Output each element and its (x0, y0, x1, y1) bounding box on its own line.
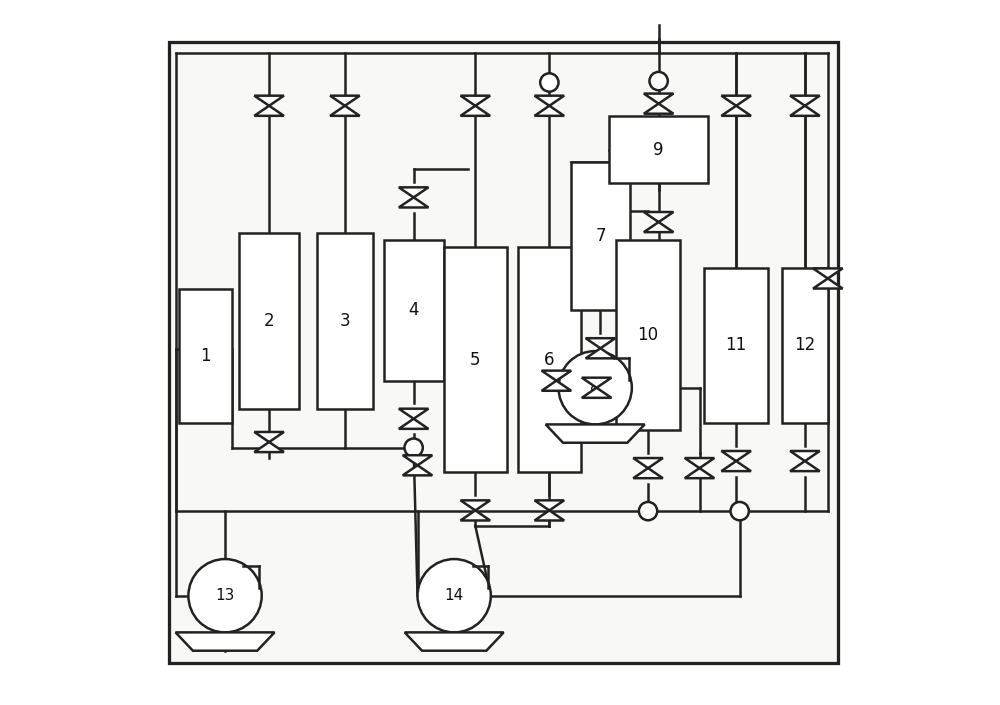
Text: 6: 6 (544, 350, 555, 369)
Polygon shape (790, 106, 820, 116)
Polygon shape (399, 409, 428, 419)
Text: 10: 10 (637, 326, 659, 344)
Polygon shape (403, 455, 432, 465)
Polygon shape (644, 222, 673, 232)
Bar (317, 233, 373, 409)
Bar (444, 247, 507, 472)
Bar (782, 268, 828, 423)
Text: 13: 13 (215, 588, 235, 603)
Circle shape (559, 351, 632, 424)
Text: 14: 14 (445, 588, 464, 603)
Polygon shape (254, 432, 284, 442)
Bar (169, 42, 838, 663)
Text: 7: 7 (595, 227, 606, 245)
Text: 9: 9 (653, 141, 664, 159)
Polygon shape (721, 106, 751, 116)
Polygon shape (644, 94, 673, 104)
Polygon shape (582, 388, 611, 398)
Polygon shape (790, 461, 820, 471)
Text: 5: 5 (470, 350, 481, 369)
Bar (384, 240, 444, 381)
Polygon shape (586, 348, 615, 358)
Polygon shape (535, 96, 564, 106)
Polygon shape (330, 96, 360, 106)
Polygon shape (685, 458, 714, 468)
Polygon shape (644, 104, 673, 114)
Bar (609, 116, 708, 183)
Text: 3: 3 (340, 312, 350, 330)
Polygon shape (546, 424, 645, 443)
Polygon shape (535, 510, 564, 520)
Bar (570, 162, 630, 310)
Polygon shape (254, 106, 284, 116)
Bar (239, 233, 299, 409)
Polygon shape (254, 96, 284, 106)
Polygon shape (176, 632, 275, 651)
Polygon shape (542, 371, 571, 381)
Polygon shape (644, 212, 673, 222)
Polygon shape (461, 96, 490, 106)
Polygon shape (461, 501, 490, 510)
Polygon shape (542, 381, 571, 391)
Circle shape (639, 502, 657, 520)
Circle shape (188, 559, 262, 632)
Polygon shape (721, 461, 751, 471)
Text: 11: 11 (726, 336, 747, 355)
Polygon shape (535, 501, 564, 510)
Polygon shape (405, 632, 504, 651)
Polygon shape (461, 106, 490, 116)
Text: 12: 12 (794, 336, 816, 355)
Bar (518, 247, 581, 472)
Polygon shape (254, 442, 284, 452)
Polygon shape (633, 458, 663, 468)
Polygon shape (813, 269, 843, 278)
Bar (704, 268, 768, 423)
Polygon shape (721, 451, 751, 461)
Circle shape (404, 439, 423, 457)
Polygon shape (330, 106, 360, 116)
Circle shape (540, 73, 559, 92)
Polygon shape (790, 96, 820, 106)
Circle shape (418, 559, 491, 632)
Text: 1: 1 (200, 347, 211, 365)
Polygon shape (582, 378, 611, 388)
Polygon shape (399, 419, 428, 429)
Polygon shape (813, 278, 843, 288)
Polygon shape (586, 338, 615, 348)
Text: 4: 4 (408, 301, 419, 319)
Polygon shape (535, 106, 564, 116)
Polygon shape (721, 96, 751, 106)
Text: 8: 8 (590, 380, 600, 396)
Text: 2: 2 (264, 312, 274, 330)
Polygon shape (790, 451, 820, 461)
Polygon shape (685, 468, 714, 478)
Bar (179, 289, 232, 423)
Polygon shape (461, 510, 490, 520)
Polygon shape (399, 197, 428, 207)
Circle shape (731, 502, 749, 520)
Bar (616, 240, 680, 430)
Polygon shape (633, 468, 663, 478)
Circle shape (649, 72, 668, 90)
Polygon shape (403, 465, 432, 475)
Polygon shape (399, 188, 428, 197)
